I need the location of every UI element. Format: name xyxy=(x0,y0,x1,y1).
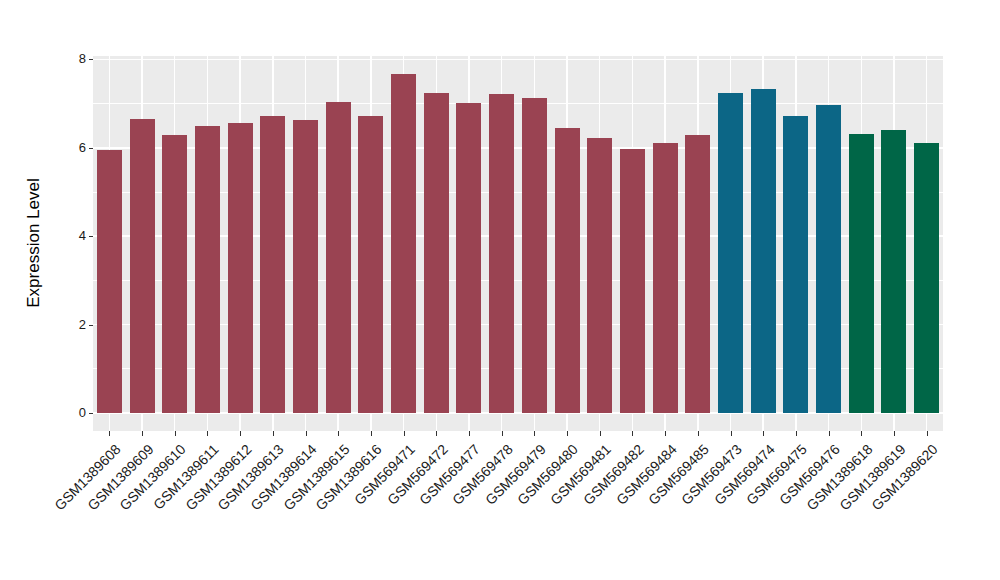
x-tick-mark xyxy=(534,431,535,436)
y-tick-mark xyxy=(89,325,94,326)
x-tick-mark xyxy=(698,431,699,436)
x-tick-mark xyxy=(731,431,732,436)
bar-GSM1389610 xyxy=(162,135,187,413)
y-tick-label: 8 xyxy=(79,51,86,67)
x-tick-mark xyxy=(142,431,143,436)
bar-GSM1389616 xyxy=(358,116,383,413)
x-tick-mark xyxy=(829,431,830,436)
x-tick-mark xyxy=(273,431,274,436)
y-axis-title: Expression Level xyxy=(24,56,44,431)
bar-GSM1389608 xyxy=(97,150,122,413)
bar-GSM569477 xyxy=(456,103,481,413)
bar-GSM1389614 xyxy=(293,120,318,413)
bar-GSM1389615 xyxy=(326,102,351,413)
y-tick-label: 0 xyxy=(79,405,86,421)
x-tick-mark xyxy=(927,431,928,436)
major-gridline xyxy=(93,59,943,61)
x-tick-mark xyxy=(763,431,764,436)
y-tick-mark xyxy=(89,59,94,60)
x-tick-mark xyxy=(338,431,339,436)
y-tick-mark xyxy=(89,236,94,237)
x-tick-mark xyxy=(404,431,405,436)
x-tick-mark xyxy=(796,431,797,436)
x-tick-mark xyxy=(175,431,176,436)
x-tick-mark xyxy=(632,431,633,436)
bar-GSM569485 xyxy=(685,135,710,413)
expression-bar-chart: Expression Level GSM1389608GSM1389609GSM… xyxy=(0,0,1000,580)
x-tick-mark xyxy=(207,431,208,436)
x-tick-mark xyxy=(109,431,110,436)
bar-GSM569471 xyxy=(391,74,416,413)
bar-GSM569478 xyxy=(489,94,514,413)
bar-GSM569479 xyxy=(522,98,547,413)
x-tick-mark xyxy=(306,431,307,436)
bar-GSM1389613 xyxy=(260,116,285,413)
x-tick-mark xyxy=(502,431,503,436)
bar-GSM569475 xyxy=(783,116,808,413)
y-tick-label: 4 xyxy=(79,228,86,244)
bar-GSM569484 xyxy=(653,143,678,413)
y-tick-mark xyxy=(89,148,94,149)
x-tick-mark xyxy=(600,431,601,436)
bar-GSM1389618 xyxy=(849,134,874,413)
bar-GSM569474 xyxy=(751,89,776,413)
x-tick-mark xyxy=(861,431,862,436)
bar-GSM569480 xyxy=(555,128,580,413)
bar-GSM1389609 xyxy=(130,119,155,413)
x-tick-mark xyxy=(665,431,666,436)
bar-GSM1389611 xyxy=(195,126,220,413)
bar-GSM569482 xyxy=(620,149,645,413)
x-tick-mark xyxy=(240,431,241,436)
y-tick-label: 6 xyxy=(79,140,86,156)
bar-GSM1389620 xyxy=(914,143,939,413)
bar-GSM1389619 xyxy=(881,130,906,413)
x-tick-mark xyxy=(436,431,437,436)
bar-GSM569476 xyxy=(816,105,841,413)
bar-GSM569472 xyxy=(424,93,449,413)
bar-GSM569481 xyxy=(587,138,612,413)
x-tick-mark xyxy=(371,431,372,436)
x-tick-mark xyxy=(894,431,895,436)
y-tick-mark xyxy=(89,413,94,414)
x-tick-mark xyxy=(469,431,470,436)
bar-GSM569473 xyxy=(718,93,743,413)
bar-GSM1389612 xyxy=(228,123,253,413)
y-tick-label: 2 xyxy=(79,317,86,333)
x-tick-mark xyxy=(567,431,568,436)
